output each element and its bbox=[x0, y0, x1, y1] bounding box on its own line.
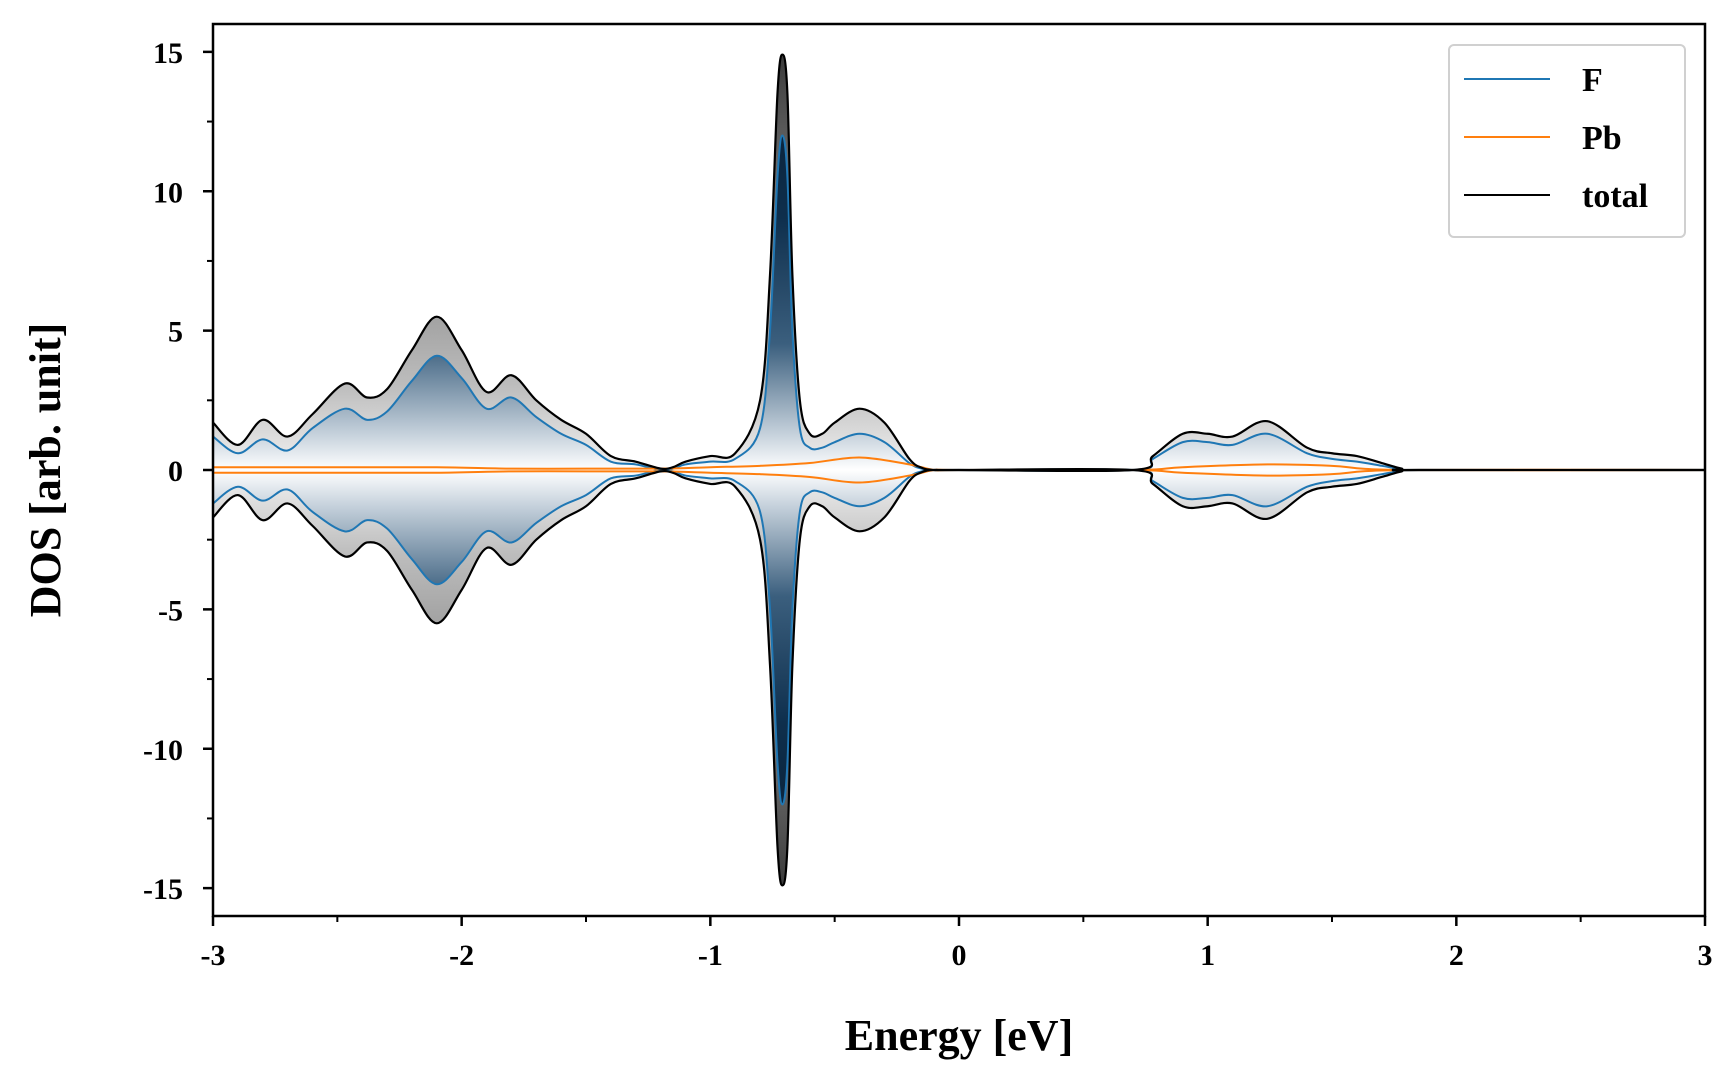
legend-label-pb: Pb bbox=[1582, 120, 1622, 157]
series-line-total-down bbox=[213, 467, 1705, 887]
f-area-up bbox=[213, 135, 1705, 471]
legend-label-total: total bbox=[1582, 178, 1648, 215]
legend: F Pb total bbox=[1448, 44, 1686, 238]
y-tick-label: -5 bbox=[158, 594, 183, 627]
legend-box bbox=[1448, 44, 1686, 238]
x-tick-label: -1 bbox=[698, 939, 723, 972]
series-line-pb-down bbox=[213, 468, 1705, 484]
x-tick-label: 0 bbox=[952, 939, 967, 972]
x-tick-label: -2 bbox=[449, 939, 474, 972]
series-line-total-up bbox=[213, 53, 1705, 473]
y-tick-label: 5 bbox=[168, 316, 183, 349]
series-line-f-down bbox=[213, 468, 1705, 806]
y-tick-label: 15 bbox=[153, 37, 183, 70]
x-tick-label: -3 bbox=[201, 939, 226, 972]
x-tick-label: 2 bbox=[1449, 939, 1464, 972]
x-tick-label: 3 bbox=[1698, 939, 1713, 972]
dos-lines bbox=[213, 53, 1705, 887]
x-axis-title: Energy [eV] bbox=[845, 1011, 1074, 1060]
y-tick-label: 10 bbox=[153, 176, 183, 209]
series-line-pb-up bbox=[213, 456, 1705, 472]
series-line-f-up bbox=[213, 134, 1705, 472]
y-tick-label: -15 bbox=[143, 873, 183, 906]
y-axis-title: DOS [arb. unit] bbox=[21, 323, 70, 618]
f-area-down bbox=[213, 469, 1705, 805]
legend-label-f: F bbox=[1582, 62, 1603, 99]
y-tick-label: -10 bbox=[143, 734, 183, 767]
dos-fills bbox=[213, 54, 1705, 886]
y-tick-label: 0 bbox=[168, 455, 183, 488]
x-tick-label: 1 bbox=[1200, 939, 1215, 972]
